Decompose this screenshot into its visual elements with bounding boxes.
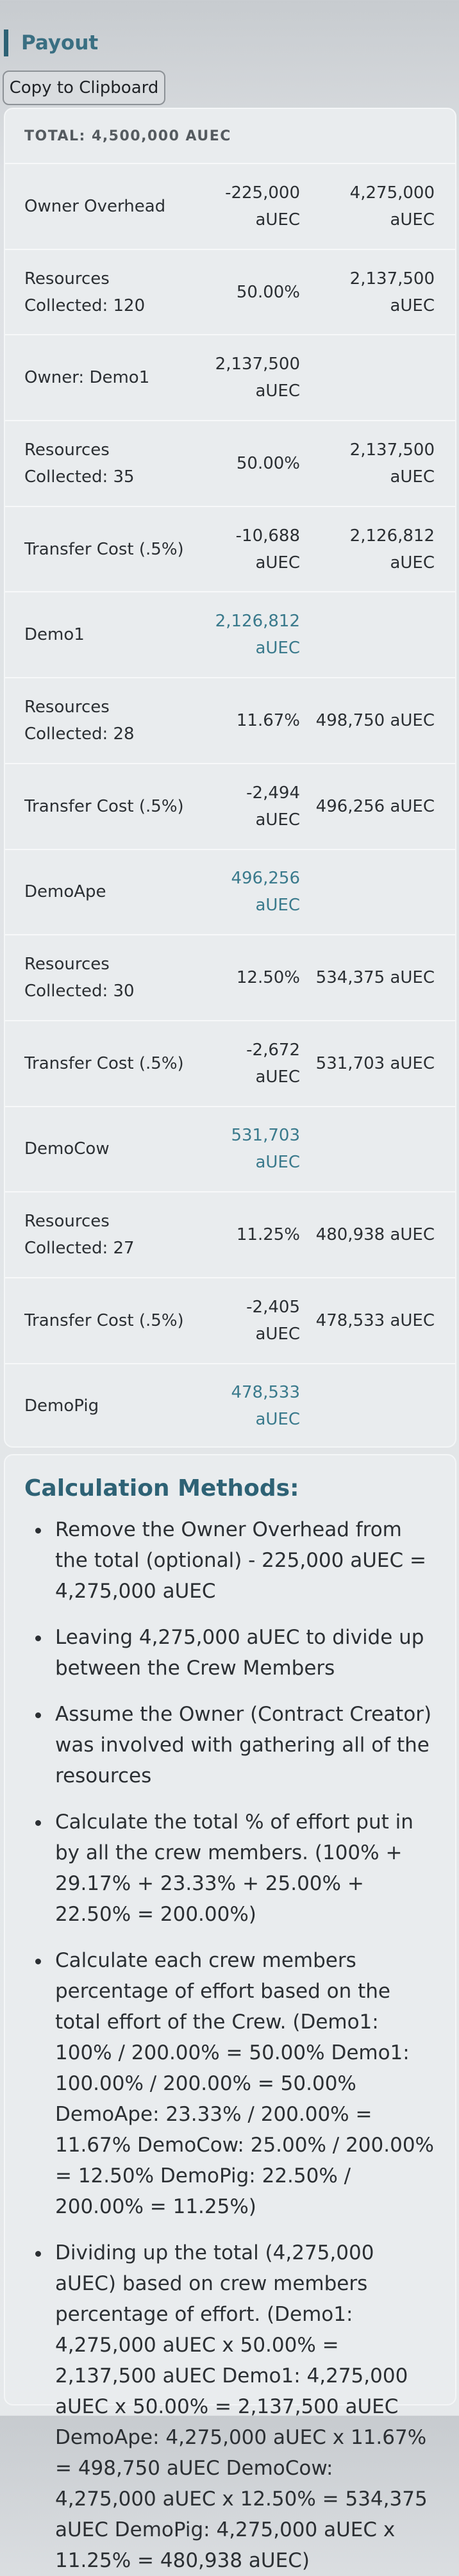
table-row: DemoPig 478,533 aUEC [5, 1364, 455, 1446]
row-amount: 2,126,812 aUEC [215, 612, 300, 658]
table-row: Transfer Cost (.5%) -2,672 aUEC 531,703 aU… [5, 1021, 455, 1107]
table-row: Owner: Demo1 2,137,500 aUEC [5, 335, 455, 422]
row-label: Resources Collected: 28 [24, 697, 135, 744]
row-amount: 12.50% [236, 968, 300, 988]
row-label: DemoCow [24, 1139, 110, 1159]
table-row: DemoCow 531,703 aUEC [5, 1107, 455, 1193]
page-title: Payout [4, 29, 98, 56]
row-amount: -2,494 aUEC [246, 783, 300, 830]
row-label: Transfer Cost (.5%) [24, 539, 184, 559]
table-row: DemoApe 496,256 aUEC [5, 850, 455, 936]
row-label: Demo1 [24, 625, 85, 645]
row-total: 2,137,500 aUEC [349, 440, 435, 487]
row-amount: 2,137,500 aUEC [215, 355, 300, 401]
row-total: 531,703 aUEC [315, 1053, 435, 1073]
row-amount: -2,405 aUEC [246, 1297, 300, 1344]
row-total: 4,275,000 aUEC [349, 183, 435, 230]
copy-button[interactable]: Copy to Clipboard [3, 71, 165, 105]
table-row: Resources Collected: 27 11.25% 480,938 aUE… [5, 1192, 455, 1278]
row-label: Resources Collected: 120 [24, 269, 146, 315]
row-label: Owner Overhead [24, 196, 166, 216]
row-label: Transfer Cost (.5%) [24, 1310, 184, 1330]
row-amount: -2,672 aUEC [246, 1040, 300, 1087]
row-total: 2,137,500 aUEC [349, 269, 435, 315]
row-label: Transfer Cost (.5%) [24, 1053, 184, 1073]
calc-item: Leaving 4,275,000 aUEC to divide up betw… [51, 1622, 437, 1684]
total-header: TOTAL: 4,500,000 AUEC [5, 109, 455, 164]
page: {"header": {"title": "Payout", "button":… [0, 0, 459, 2416]
row-amount: 11.25% [236, 1225, 300, 1245]
row-label: Owner: Demo1 [24, 368, 150, 388]
table-row: Resources Collected: 30 12.50% 534,375 aUE… [5, 935, 455, 1021]
table-row: Demo1 2,126,812 aUEC [5, 592, 455, 679]
table-row: Resources Collected: 120 50.00% 2,137,500 … [5, 250, 455, 336]
table-row: Resources Collected: 35 50.00% 2,137,500 a… [5, 421, 455, 507]
row-amount: 531,703 aUEC [231, 1126, 300, 1173]
table-row: Owner Overhead -225,000 aUEC 4,275,000 aUE… [5, 164, 455, 250]
row-amount: 11.67% [236, 710, 300, 730]
row-label: DemoApe [24, 882, 106, 902]
row-amount: -225,000 aUEC [225, 183, 300, 230]
calc-title: Calculation Methods: [24, 1475, 299, 1501]
row-total: 478,533 aUEC [315, 1310, 435, 1330]
calc-list: Remove the Owner Overhead from the total… [24, 1514, 437, 2576]
table-row: Transfer Cost (.5%) -2,494 aUEC 496,256 aU… [5, 764, 455, 850]
row-label: Resources Collected: 27 [24, 1212, 135, 1259]
row-total: 2,126,812 aUEC [349, 526, 435, 573]
calculation-card: Calculation Methods: Remove the Owner Ov… [4, 1454, 456, 2572]
row-total: 534,375 aUEC [315, 968, 435, 988]
row-amount: -10,688 aUEC [235, 526, 300, 573]
row-total: 498,750 aUEC [315, 710, 435, 730]
table-row: Transfer Cost (.5%) -10,688 aUEC 2,126,812… [5, 507, 455, 593]
row-amount: 50.00% [236, 282, 300, 302]
calc-item: Assume the Owner (Contract Creator) was … [51, 1699, 437, 1791]
row-total: 496,256 aUEC [315, 796, 435, 816]
calc-item: Dividing up the total (4,275,000 aUEC) b… [51, 2237, 437, 2576]
row-amount: 478,533 aUEC [231, 1383, 300, 1430]
table-row: Transfer Cost (.5%) -2,405 aUEC 478,533 aU… [5, 1278, 455, 1364]
row-amount: 496,256 aUEC [231, 869, 300, 916]
table-row: Resources Collected: 28 11.67% 498,750 aUE… [5, 678, 455, 764]
calc-item: Calculate each crew members percentage o… [51, 1945, 437, 2222]
calc-item: Calculate the total % of effort put in b… [51, 1807, 437, 1930]
row-amount: 50.00% [236, 453, 300, 473]
row-label: Resources Collected: 30 [24, 955, 135, 1001]
payout-table: TOTAL: 4,500,000 AUEC Owner Overhead -225… [4, 108, 456, 1448]
row-label: Transfer Cost (.5%) [24, 796, 184, 816]
row-total: 480,938 aUEC [315, 1225, 435, 1245]
row-label: DemoPig [24, 1396, 99, 1416]
calc-item: Remove the Owner Overhead from the total… [51, 1514, 437, 1607]
row-label: Resources Collected: 35 [24, 440, 135, 487]
